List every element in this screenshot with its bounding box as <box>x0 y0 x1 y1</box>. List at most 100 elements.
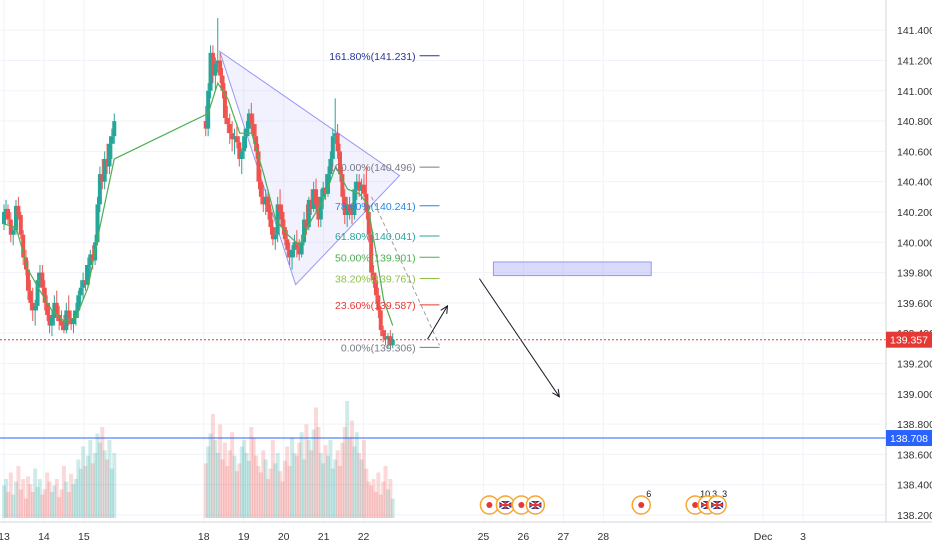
candle-body <box>33 305 38 311</box>
volume-bar <box>342 427 347 518</box>
drawings[interactable] <box>0 196 886 439</box>
volume-bar <box>85 455 90 518</box>
price-tick-label: 138.200 <box>897 510 932 522</box>
candle-body <box>28 290 33 303</box>
time-tick-label: 19 <box>238 531 250 543</box>
event-count: 6 <box>646 489 651 499</box>
candle-body <box>385 336 390 340</box>
candle-body <box>2 211 6 225</box>
candle-body <box>45 302 50 315</box>
candle-body <box>42 287 47 303</box>
candle-body <box>21 234 26 258</box>
candle-body <box>5 208 10 220</box>
candle-body <box>323 187 328 194</box>
event-markers[interactable]: 6 10 3 3 <box>479 489 727 515</box>
volume-bar <box>357 453 362 518</box>
volume-bar <box>57 497 62 518</box>
price-tick-label: 139.000 <box>897 389 932 401</box>
time-tick-label: 25 <box>478 531 490 543</box>
candle-body <box>270 227 275 240</box>
volume-bar <box>376 472 381 518</box>
volume-bar <box>266 479 271 518</box>
event-count: 10 <box>700 489 710 499</box>
candle-body <box>268 211 273 228</box>
candle-body <box>278 204 283 212</box>
volume-bar <box>388 479 393 518</box>
candle-body <box>273 234 278 240</box>
volume-bar <box>8 472 13 518</box>
candle-body <box>361 184 366 194</box>
time-tick-label: 28 <box>597 531 609 543</box>
time-tick-label: 27 <box>557 531 569 543</box>
volume-bar <box>54 479 59 518</box>
volume-bar <box>354 432 359 518</box>
candle-body <box>294 242 299 249</box>
candle-body <box>47 315 52 326</box>
volume-bar <box>97 442 102 518</box>
arrow-line[interactable] <box>479 278 560 398</box>
price-axis[interactable]: 141.400 141.200 141.000 140.800 140.600 140.4… <box>897 25 932 522</box>
candle-body <box>13 205 18 231</box>
candle-body <box>369 234 374 273</box>
volume-bar <box>61 466 66 518</box>
volume-bar <box>21 479 26 518</box>
volume-bar <box>107 440 112 518</box>
arrow-head <box>552 388 560 398</box>
candle-body <box>83 280 88 285</box>
volume-bar <box>102 450 107 518</box>
volume-bar <box>246 460 251 518</box>
fib-level-label: 50.00%(139.901) <box>335 252 416 264</box>
resistance-zone-rectangle[interactable] <box>492 261 652 277</box>
volume-bar <box>352 446 357 518</box>
volume-bar <box>78 468 83 518</box>
candle-body <box>302 219 307 243</box>
candle-body <box>254 136 259 152</box>
dashed-trend-line[interactable] <box>371 196 440 346</box>
time-tick-label: 15 <box>78 531 90 543</box>
volume-bar <box>37 479 42 518</box>
volume-bar <box>210 414 215 518</box>
volume-bar <box>239 446 244 518</box>
candle-body <box>304 219 309 228</box>
volume-bar <box>373 492 378 518</box>
volume-bar <box>52 485 57 518</box>
candle-body <box>100 174 105 182</box>
volume-bar <box>311 429 316 518</box>
price-tick-label: 140.400 <box>897 177 932 189</box>
price-tick-label: 141.200 <box>897 55 932 67</box>
candle-body <box>71 318 76 325</box>
volume-bar <box>278 471 283 518</box>
candle-body <box>11 230 16 235</box>
candle-body <box>78 287 83 296</box>
price-tick-label: 138.600 <box>897 449 932 461</box>
time-axis[interactable]: 13 14 15 18 19 20 21 22 25 26 27 28 Dec 3 <box>0 531 806 543</box>
time-tick-label: 20 <box>278 531 290 543</box>
candle-body <box>203 121 208 129</box>
candle-body <box>244 128 249 137</box>
volume-bar <box>81 446 86 518</box>
price-tick-label: 139.200 <box>897 358 932 370</box>
candle-body <box>61 325 66 331</box>
volume-bar <box>11 494 16 518</box>
candle-body <box>35 280 40 306</box>
arrow-line[interactable] <box>427 305 448 340</box>
candlestick-series <box>2 18 395 349</box>
fibonacci-retracement[interactable]: 161.80%(141.231) 100.00%(140.496) 78.60%(1… <box>329 51 440 355</box>
candle-body <box>88 254 93 265</box>
candle-body <box>237 142 242 159</box>
candle-body <box>210 52 215 76</box>
price-tick-label: 139.600 <box>897 298 932 310</box>
volume-bar <box>290 437 295 518</box>
volume-bar <box>371 479 376 518</box>
candle-body <box>326 174 331 194</box>
price-tick-label: 141.400 <box>897 25 932 37</box>
moving-average-line <box>3 81 394 326</box>
volume-bar <box>378 494 383 518</box>
volume-bar <box>59 489 64 518</box>
candle-body <box>292 242 297 250</box>
candle-body <box>347 204 352 212</box>
candle-body <box>359 184 364 191</box>
candle-body <box>54 302 59 315</box>
candle-body <box>357 181 362 191</box>
